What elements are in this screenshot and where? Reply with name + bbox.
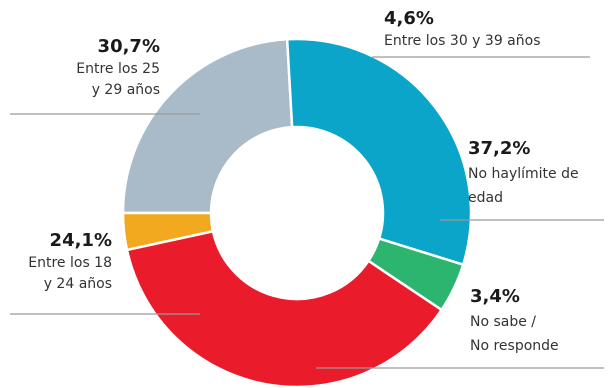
slice-3-4-percent-label: 3,4% <box>470 286 520 307</box>
slice-24-1-category-label: Entre los 18 <box>28 255 112 271</box>
slice-37-2-percent-label: 37,2% <box>468 138 530 159</box>
slice-37-2 <box>125 229 444 388</box>
slice-4-6-percent-label: 4,6% <box>384 8 434 29</box>
slice-24-1 <box>121 37 294 215</box>
slice-3-4 <box>121 211 215 252</box>
leader-lines <box>10 56 604 369</box>
slice-4-6-category-label: Entre los 30 y 39 años <box>384 33 541 49</box>
slice-24-1-category-label: y 24 años <box>44 276 112 292</box>
donut-slices <box>121 37 473 388</box>
slice-37-2-category-label: edad <box>468 190 503 206</box>
slice-24-1-percent-label: 24,1% <box>50 230 112 251</box>
slice-37-2-category-label: No haylímite de <box>468 166 579 182</box>
slice-30-7-category-label: y 29 años <box>92 82 160 98</box>
slice-30-7 <box>285 37 473 267</box>
slice-30-7-category-label: Entre los 25 <box>76 61 160 77</box>
slice-3-4-category-label: No sabe / <box>470 314 536 330</box>
slice-labels: 24,1% Entre los 18 y 24 años 30,7% Entre los… <box>28 8 578 354</box>
slice-3-4-category-label: No responde <box>470 338 559 354</box>
slice-30-7-percent-label: 30,7% <box>98 36 160 57</box>
